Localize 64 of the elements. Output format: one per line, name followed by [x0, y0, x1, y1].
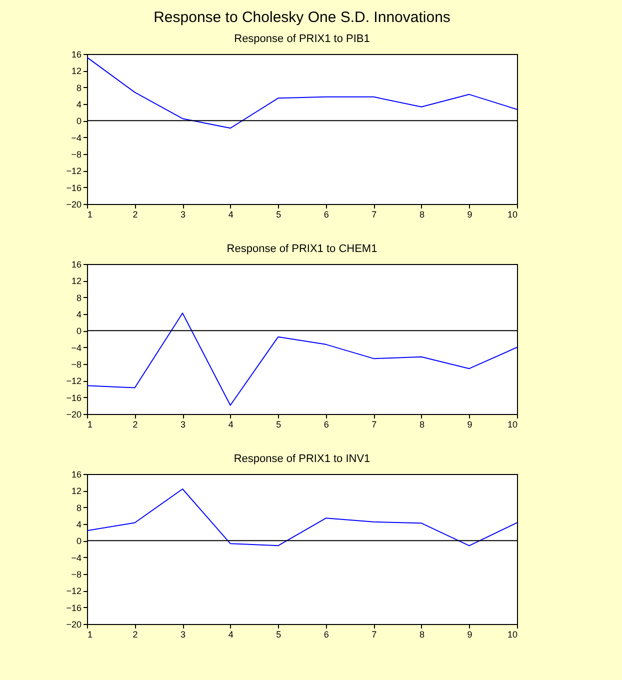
y-tick-label: −16	[66, 182, 82, 193]
x-tick-label: 1	[88, 210, 93, 220]
y-tick-label: −12	[66, 586, 82, 596]
x-tick-label: 8	[419, 210, 424, 220]
y-tick-label: 4	[76, 310, 82, 320]
y-tick-label: −4	[71, 132, 82, 143]
x-tick-label: 1	[88, 420, 93, 430]
x-tick-label: 3	[180, 420, 186, 430]
y-tick-label: 8	[76, 82, 82, 93]
y-tick-label: −8	[71, 570, 82, 580]
y-tick-label: −16	[66, 602, 82, 613]
chart-title: Response to Cholesky One S.D. Innovations	[154, 9, 450, 26]
y-tick-label: −8	[71, 150, 82, 160]
x-tick-label: 6	[324, 630, 329, 640]
x-tick-label: 4	[228, 630, 234, 640]
y-tick-label: 16	[71, 260, 82, 270]
x-tick-label: 10	[507, 630, 518, 640]
y-tick-label: 0	[76, 536, 82, 546]
x-tick-label: 7	[372, 630, 377, 640]
x-tick-label: 7	[372, 210, 377, 220]
y-tick-label: 8	[76, 502, 82, 513]
x-tick-label: 5	[276, 420, 282, 430]
y-tick-label: −12	[66, 166, 82, 176]
y-tick-label: 12	[71, 486, 82, 496]
y-tick-label: 0	[76, 116, 82, 126]
y-tick-label: −12	[66, 376, 82, 386]
y-tick-label: 12	[71, 276, 82, 286]
y-tick-label: −20	[66, 200, 82, 210]
y-tick-label: 12	[71, 66, 82, 76]
x-tick-label: 6	[324, 210, 329, 220]
x-tick-label: 9	[467, 630, 472, 640]
y-tick-label: 16	[71, 470, 82, 480]
chart-title: Response of PRIX1 to INV1	[234, 453, 370, 465]
x-tick-label: 3	[180, 210, 186, 220]
x-tick-label: 4	[228, 210, 234, 220]
y-tick-label: −16	[66, 392, 82, 403]
y-tick-label: 16	[71, 50, 82, 60]
y-tick-label: −20	[66, 410, 82, 420]
x-tick-label: 6	[324, 420, 329, 430]
x-tick-label: 2	[132, 420, 138, 430]
y-tick-label: 0	[76, 326, 82, 336]
x-tick-label: 8	[419, 420, 424, 430]
y-tick-label: 8	[76, 292, 82, 303]
x-tick-label: 2	[132, 630, 138, 640]
y-tick-label: −4	[71, 552, 82, 563]
y-tick-label: 4	[76, 100, 82, 110]
x-tick-label: 2	[132, 210, 138, 220]
x-tick-label: 8	[419, 630, 424, 640]
chart-title: Response of PRIX1 to CHEM1	[226, 243, 378, 255]
chart-subtitle: Response of PRIX1 to PIB1	[234, 33, 370, 45]
x-tick-label: 10	[507, 420, 518, 430]
y-tick-label: −20	[66, 620, 82, 630]
x-tick-label: 3	[180, 630, 186, 640]
x-tick-label: 9	[467, 210, 472, 220]
x-tick-label: 5	[276, 630, 282, 640]
y-tick-label: −4	[71, 342, 82, 353]
y-tick-label: 4	[76, 520, 82, 530]
x-tick-label: 7	[372, 420, 377, 430]
y-tick-label: −8	[71, 360, 82, 370]
x-tick-label: 1	[88, 630, 93, 640]
x-tick-label: 5	[276, 210, 282, 220]
x-tick-label: 10	[507, 210, 518, 220]
x-tick-label: 4	[228, 420, 234, 430]
x-tick-label: 9	[467, 420, 472, 430]
